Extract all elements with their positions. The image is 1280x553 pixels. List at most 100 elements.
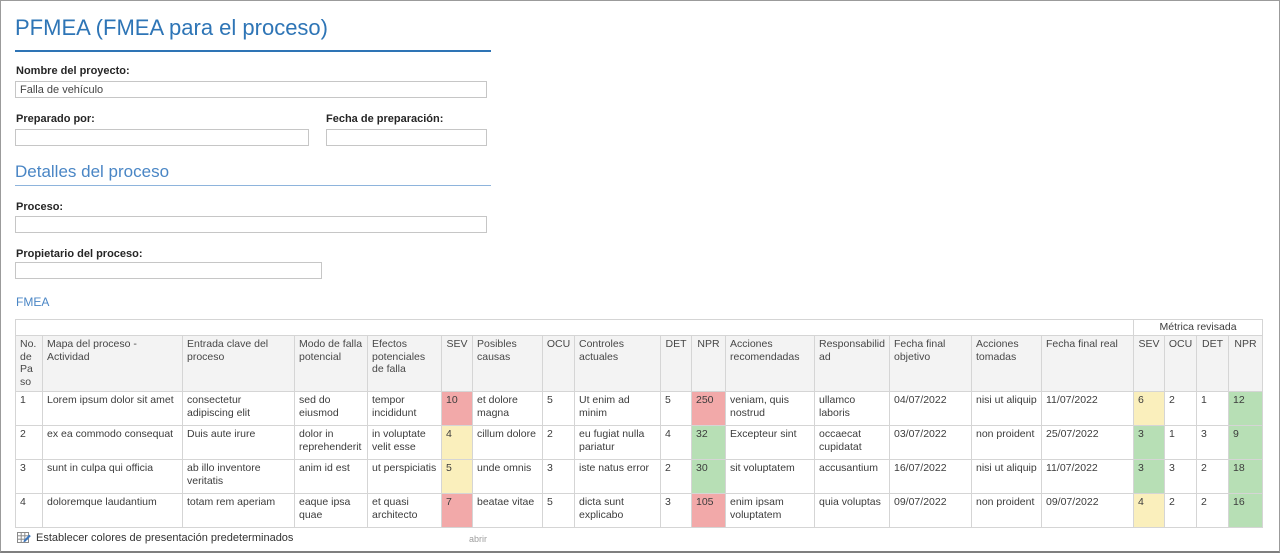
cell[interactable]: nisi ut aliquip (971, 390, 1042, 426)
cell[interactable]: 04/07/2022 (889, 390, 972, 426)
ocu-cell[interactable]: 5 (542, 492, 575, 528)
ocu-cell[interactable]: 2 (542, 424, 575, 460)
cell[interactable]: ex ea commodo consequat (42, 424, 183, 460)
cell[interactable]: nisi ut aliquip (971, 458, 1042, 494)
fmea-section-label: FMEA (16, 295, 50, 309)
open-link[interactable]: abrir (469, 534, 488, 544)
col-header-step: No. de Paso (15, 334, 43, 392)
cell[interactable]: 11/07/2022 (1041, 390, 1134, 426)
npr-cell[interactable]: 32 (691, 424, 726, 460)
det-revised-cell[interactable]: 2 (1196, 492, 1229, 528)
sev-cell[interactable]: 10 (441, 390, 473, 426)
npr-cell[interactable]: 105 (691, 492, 726, 528)
cell[interactable]: doloremque laudantium (42, 492, 183, 528)
cell[interactable]: ut perspiciatis (367, 458, 442, 494)
cell[interactable]: eu fugiat nulla pariatur (574, 424, 661, 460)
cell[interactable]: 11/07/2022 (1041, 458, 1134, 494)
set-default-colors-label: Establecer colores de presentación prede… (36, 532, 294, 544)
cell[interactable]: Lorem ipsum dolor sit amet (42, 390, 183, 426)
sev-revised-cell[interactable]: 3 (1133, 458, 1165, 494)
col-header-actions-taken: Acciones tomadas (971, 334, 1042, 392)
cell[interactable]: 4 (15, 492, 43, 528)
col-header-ocu-revised: OCU (1164, 334, 1197, 392)
cell[interactable]: cillum dolore (472, 424, 543, 460)
cell[interactable]: beatae vitae (472, 492, 543, 528)
sev-cell[interactable]: 4 (441, 424, 473, 460)
prepared-by-input[interactable] (15, 129, 309, 146)
cell[interactable]: enim ipsam voluptatem (725, 492, 815, 528)
prep-date-input[interactable] (326, 129, 487, 146)
cell[interactable]: 16/07/2022 (889, 458, 972, 494)
cell[interactable]: 03/07/2022 (889, 424, 972, 460)
det-cell[interactable]: 2 (660, 458, 692, 494)
fmea-header-row: No. de Paso Mapa del proceso - Actividad… (15, 334, 1264, 392)
cell[interactable]: 09/07/2022 (1041, 492, 1134, 528)
table-row: 1 Lorem ipsum dolor sit amet consectetur… (15, 390, 1264, 426)
cell[interactable]: ab illo inventore veritatis (182, 458, 295, 494)
det-revised-cell[interactable]: 3 (1196, 424, 1229, 460)
cell[interactable]: non proident (971, 492, 1042, 528)
det-revised-cell[interactable]: 2 (1196, 458, 1229, 494)
col-header-failure-effects: Efectos potenciales de falla (367, 334, 442, 392)
npr-revised-cell[interactable]: 12 (1227, 390, 1264, 426)
sev-cell[interactable]: 5 (441, 458, 473, 494)
cell[interactable]: dolor in reprehenderit (294, 424, 368, 460)
col-header-sev-revised: SEV (1133, 334, 1165, 392)
sev-revised-cell[interactable]: 3 (1133, 424, 1165, 460)
npr-revised-cell[interactable]: 16 (1227, 492, 1264, 528)
set-default-colors-button[interactable]: Establecer colores de presentación prede… (17, 531, 293, 545)
cell[interactable]: Ut enim ad minim (574, 390, 661, 426)
cell[interactable]: tempor incididunt (367, 390, 442, 426)
ocu-revised-cell[interactable]: 1 (1164, 424, 1197, 460)
ocu-revised-cell[interactable]: 3 (1164, 458, 1197, 494)
cell[interactable]: 3 (15, 458, 43, 494)
details-section-heading: Detalles del proceso (15, 162, 170, 181)
cell[interactable]: accusantium (814, 458, 890, 494)
sev-revised-cell[interactable]: 6 (1133, 390, 1165, 426)
cell[interactable]: 1 (15, 390, 43, 426)
cell[interactable]: sed do eiusmod (294, 390, 368, 426)
cell[interactable]: consectetur adipiscing elit (182, 390, 295, 426)
cell[interactable]: dicta sunt explicabo (574, 492, 661, 528)
npr-revised-cell[interactable]: 9 (1227, 424, 1264, 460)
cell[interactable]: totam rem aperiam (182, 492, 295, 528)
cell[interactable]: eaque ipsa quae (294, 492, 368, 528)
det-cell[interactable]: 5 (660, 390, 692, 426)
npr-revised-cell[interactable]: 18 (1227, 458, 1264, 494)
sev-cell[interactable]: 7 (441, 492, 473, 528)
cell[interactable]: et dolore magna (472, 390, 543, 426)
det-cell[interactable]: 3 (660, 492, 692, 528)
cell[interactable]: et quasi architecto (367, 492, 442, 528)
cell[interactable]: Duis aute irure (182, 424, 295, 460)
process-input[interactable] (15, 216, 487, 233)
project-name-input[interactable] (15, 81, 487, 98)
cell[interactable]: iste natus error (574, 458, 661, 494)
cell[interactable]: occaecat cupidatat (814, 424, 890, 460)
cell[interactable]: Excepteur sint (725, 424, 815, 460)
prepared-by-label: Preparado por: (16, 113, 95, 125)
det-revised-cell[interactable]: 1 (1196, 390, 1229, 426)
cell[interactable]: 2 (15, 424, 43, 460)
ocu-cell[interactable]: 5 (542, 390, 575, 426)
cell[interactable]: sunt in culpa qui officia (42, 458, 183, 494)
cell[interactable]: veniam, quis nostrud (725, 390, 815, 426)
cell[interactable]: ullamco laboris (814, 390, 890, 426)
ocu-revised-cell[interactable]: 2 (1164, 390, 1197, 426)
cell[interactable]: in voluptate velit esse (367, 424, 442, 460)
cell[interactable]: 09/07/2022 (889, 492, 972, 528)
cell[interactable]: anim id est (294, 458, 368, 494)
title-divider (15, 50, 491, 52)
table-row: 3 sunt in culpa qui officia ab illo inve… (15, 458, 1264, 494)
cell[interactable]: quia voluptas (814, 492, 890, 528)
npr-cell[interactable]: 250 (691, 390, 726, 426)
ocu-revised-cell[interactable]: 2 (1164, 492, 1197, 528)
cell[interactable]: sit voluptatem (725, 458, 815, 494)
process-owner-input[interactable] (15, 262, 322, 279)
sev-revised-cell[interactable]: 4 (1133, 492, 1165, 528)
det-cell[interactable]: 4 (660, 424, 692, 460)
cell[interactable]: 25/07/2022 (1041, 424, 1134, 460)
cell[interactable]: non proident (971, 424, 1042, 460)
npr-cell[interactable]: 30 (691, 458, 726, 494)
cell[interactable]: unde omnis (472, 458, 543, 494)
ocu-cell[interactable]: 3 (542, 458, 575, 494)
